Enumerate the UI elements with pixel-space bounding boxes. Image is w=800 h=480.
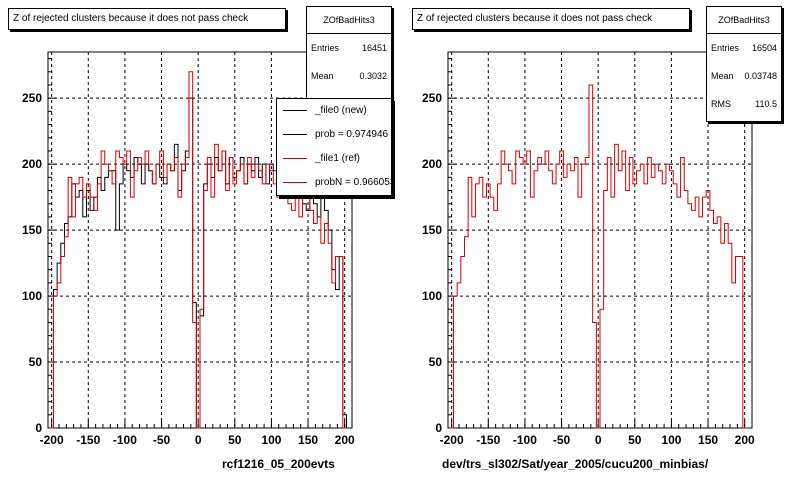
stats-mean-label: Mean <box>311 71 334 81</box>
stats-name: ZOfBadHits3 <box>307 7 391 34</box>
x-tick-label: 100 <box>261 433 281 447</box>
stats-mean-value: 0.3032 <box>359 71 387 81</box>
legend-label-probn: probN = 0.966053 <box>315 177 392 188</box>
stats-name: ZOfBadHits3 <box>707 7 781 34</box>
legend-item-new: _file0 (new) <box>277 99 391 123</box>
legend-swatch-ref <box>283 158 307 159</box>
legend-label-prob: prob = 0.974946 <box>315 129 389 140</box>
x-tick-label: 200 <box>335 433 355 447</box>
legend-swatch-probn <box>283 182 307 183</box>
legend-swatch-prob <box>283 134 307 135</box>
x-tick-label: 50 <box>628 433 642 447</box>
x-tick-label: 150 <box>698 433 718 447</box>
x-tick-label: -50 <box>153 433 171 447</box>
stats-box-right: ZOfBadHits3 Entries 16504 Mean 0.03748 RMS… <box>706 6 782 122</box>
legend-item-probn: probN = 0.966053 <box>277 171 391 195</box>
legend-swatch-new <box>283 110 307 111</box>
x-tick-label: 150 <box>298 433 318 447</box>
stats-mean-value: 0.03748 <box>744 71 777 81</box>
y-tick-label: 250 <box>22 91 42 105</box>
chart-title-right: Z of rejected clusters because it does n… <box>412 8 690 30</box>
y-tick-label: 250 <box>422 91 442 105</box>
x-tick-label: -100 <box>513 433 537 447</box>
y-tick-label: 50 <box>29 355 43 369</box>
stats-rms-value: 110.5 <box>755 99 777 109</box>
x-tick-label: 0 <box>195 433 202 447</box>
stats-mean-label: Mean <box>711 71 734 81</box>
chart-title-left: Z of rejected clusters because it does n… <box>8 8 286 30</box>
y-tick-label: 100 <box>22 289 42 303</box>
chart-1: -200 -150 -100 -50 0 50 100 150 200 0 50 100 150 200 2… <box>422 51 755 447</box>
y-tick-label: 200 <box>22 157 42 171</box>
x-tick-label: -150 <box>76 433 100 447</box>
y-tick-label: 150 <box>422 223 442 237</box>
x-tick-label: -200 <box>40 433 64 447</box>
stats-entries-value: 16504 <box>751 43 777 53</box>
y-tick-label: 50 <box>429 355 443 369</box>
stats-entries-label: Entries <box>711 43 740 53</box>
legend-label-new: _file0 (new) <box>315 105 367 116</box>
x-tick-label: 0 <box>595 433 602 447</box>
stats-rms-label: RMS <box>711 99 731 109</box>
legend-left: _file0 (new) prob = 0.974946 _file1 (ref… <box>276 98 392 196</box>
histogram-file1ref <box>49 71 347 429</box>
y-tick-label: 200 <box>422 157 442 171</box>
y-tick-label: 0 <box>35 421 42 435</box>
x-tick-label: -100 <box>113 433 137 447</box>
x-axis-label-right: dev/trs_sl302/Sat/year_2005/cucu200_minb… <box>442 457 709 471</box>
legend-label-ref: _file1 (ref) <box>315 153 361 164</box>
stats-entries-value: 16451 <box>361 43 387 53</box>
x-axis-label-left: rcf1216_05_200evts <box>222 457 335 471</box>
x-tick-label: 50 <box>228 433 242 447</box>
y-tick-label: 0 <box>435 421 442 435</box>
x-tick-label: -150 <box>476 433 500 447</box>
y-tick-label: 100 <box>422 289 442 303</box>
x-tick-label: -50 <box>553 433 571 447</box>
histogram-file1ref <box>449 84 747 429</box>
y-tick-label: 150 <box>22 223 42 237</box>
legend-item-ref: _file1 (ref) <box>277 147 391 171</box>
x-tick-label: -200 <box>440 433 464 447</box>
x-tick-label: 100 <box>661 433 681 447</box>
stats-entries-label: Entries <box>311 43 340 53</box>
x-tick-label: 200 <box>735 433 755 447</box>
legend-item-prob: prob = 0.974946 <box>277 123 391 147</box>
